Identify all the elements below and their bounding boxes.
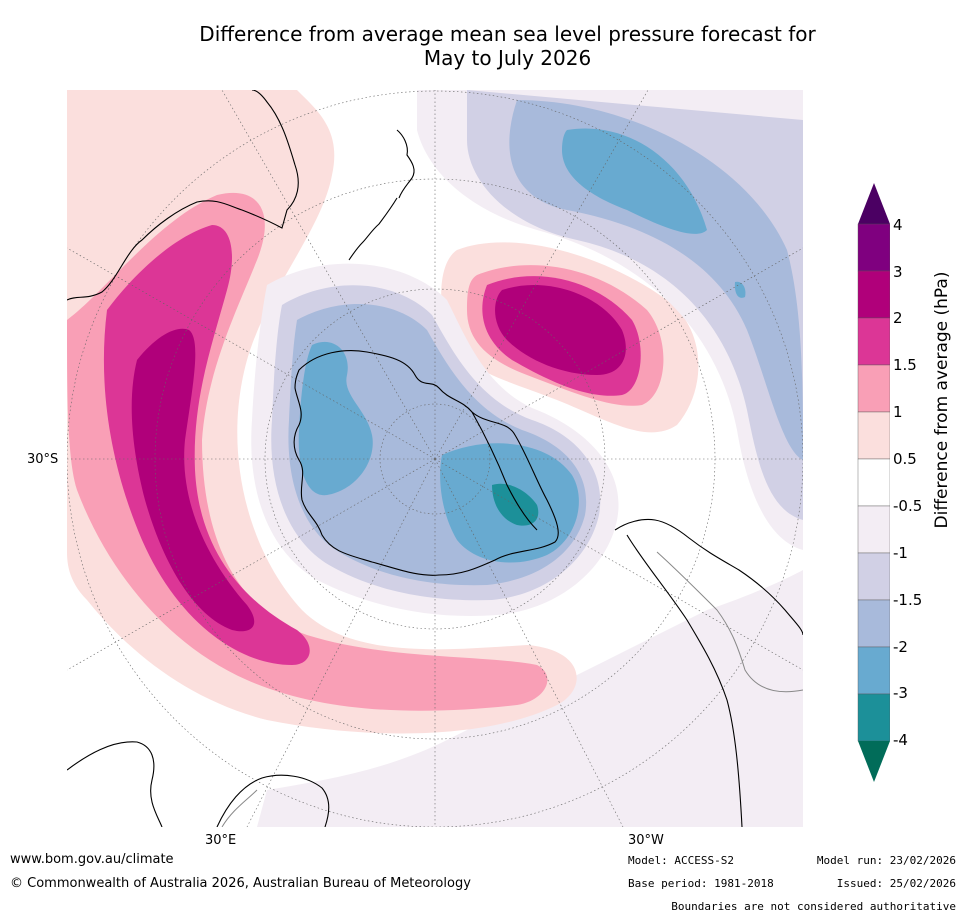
colorbar-swatch [857, 223, 890, 272]
meridian-150w [434, 247, 803, 460]
meridian-120w [434, 90, 649, 460]
title-line-2: May to July 2026 [423, 46, 592, 70]
colorbar-swatch [857, 458, 890, 507]
colorbar-tick-label: 4 [893, 216, 903, 234]
colorbar-swatch [857, 317, 890, 366]
coastlines [67, 90, 803, 827]
colorbar-tick-label: -1 [893, 544, 908, 562]
meridian-60w [434, 458, 803, 671]
graticule [67, 90, 803, 827]
andes-border [656, 551, 803, 693]
footer-url: www.bom.gov.au/climate [10, 852, 174, 867]
southern-africa-coastline [216, 774, 330, 827]
australia-coastline [67, 90, 299, 301]
meridian-150e [67, 247, 436, 460]
colorbar-tick-label: -3 [893, 684, 908, 702]
lat-30s-label: 30°S [27, 452, 59, 467]
colorbar-swatch-below-min [858, 741, 890, 782]
negative-anomaly-1p5-band [509, 100, 803, 460]
south-america-coastline [614, 518, 803, 636]
chart-title: Difference from average mean sea level p… [100, 22, 915, 70]
colorbar-tick-label: -2 [893, 638, 908, 656]
pressure-anomaly-map [67, 90, 803, 827]
negative-anomaly-2-west [298, 341, 373, 496]
colorbar-swatch [857, 505, 890, 554]
meridian-60e [67, 458, 436, 671]
footer-base-period: Base period: 1981-2018 [628, 877, 774, 890]
political-boundaries [221, 551, 803, 827]
meridian-30e [246, 458, 436, 827]
lon-30w-label: 30°W [628, 833, 664, 848]
footer-disclaimer: Boundaries are not considered authoritat… [671, 900, 956, 913]
colorbar-swatch [857, 646, 890, 695]
new-zealand-north [396, 129, 415, 199]
colorbar-tick-label: -0.5 [893, 497, 923, 515]
africa-border [221, 789, 258, 827]
colorbar-swatch-above-max [858, 183, 890, 224]
antarctic-peninsula [471, 411, 538, 531]
colorbar-swatch [857, 599, 890, 648]
positive-anomaly-2-arc [131, 328, 255, 632]
positive-anomaly-2-lobe [495, 284, 626, 375]
colorbar-tick-label: 3 [893, 263, 903, 281]
colorbar-tick-label: 0.5 [893, 450, 917, 468]
colorbar-swatch [857, 693, 890, 742]
meridian-30w [434, 458, 624, 827]
colorbar-title: Difference from average (hPa) [932, 271, 952, 529]
footer-model: Model: ACCESS-S2 [628, 854, 734, 867]
colorbar-swatch [857, 411, 890, 460]
colorbar-swatch [857, 270, 890, 319]
colorbar-tick-label: -1.5 [893, 591, 923, 609]
africa-coastline [67, 741, 163, 827]
south-america-west [626, 534, 743, 827]
lon-30e-label: 30°E [205, 833, 237, 848]
positive-anomaly-1p5-arc [103, 225, 310, 665]
antarctica-coastline [293, 350, 559, 576]
colorbar-swatch [857, 364, 890, 413]
new-zealand-south [348, 197, 398, 261]
meridian-120e [221, 90, 436, 460]
footer-issued: Issued: 25/02/2026 [836, 877, 956, 890]
colorbar-swatch [857, 552, 890, 601]
colorbar-tick-label: -4 [893, 731, 908, 749]
footer-copyright: © Commonwealth of Australia 2026, Austra… [10, 876, 471, 891]
footer-model-run: Model run: 23/02/2026 [816, 854, 956, 867]
colorbar-tick-label: 1 [893, 403, 903, 421]
parallel-70s [264, 288, 606, 630]
negative-anomaly-2-band [562, 128, 707, 234]
title-line-1: Difference from average mean sea level p… [199, 22, 816, 46]
colorbar-tick-label: 2 [893, 309, 903, 327]
colorbar-tick-label: 1.5 [893, 356, 917, 374]
colorbar [857, 183, 890, 782]
